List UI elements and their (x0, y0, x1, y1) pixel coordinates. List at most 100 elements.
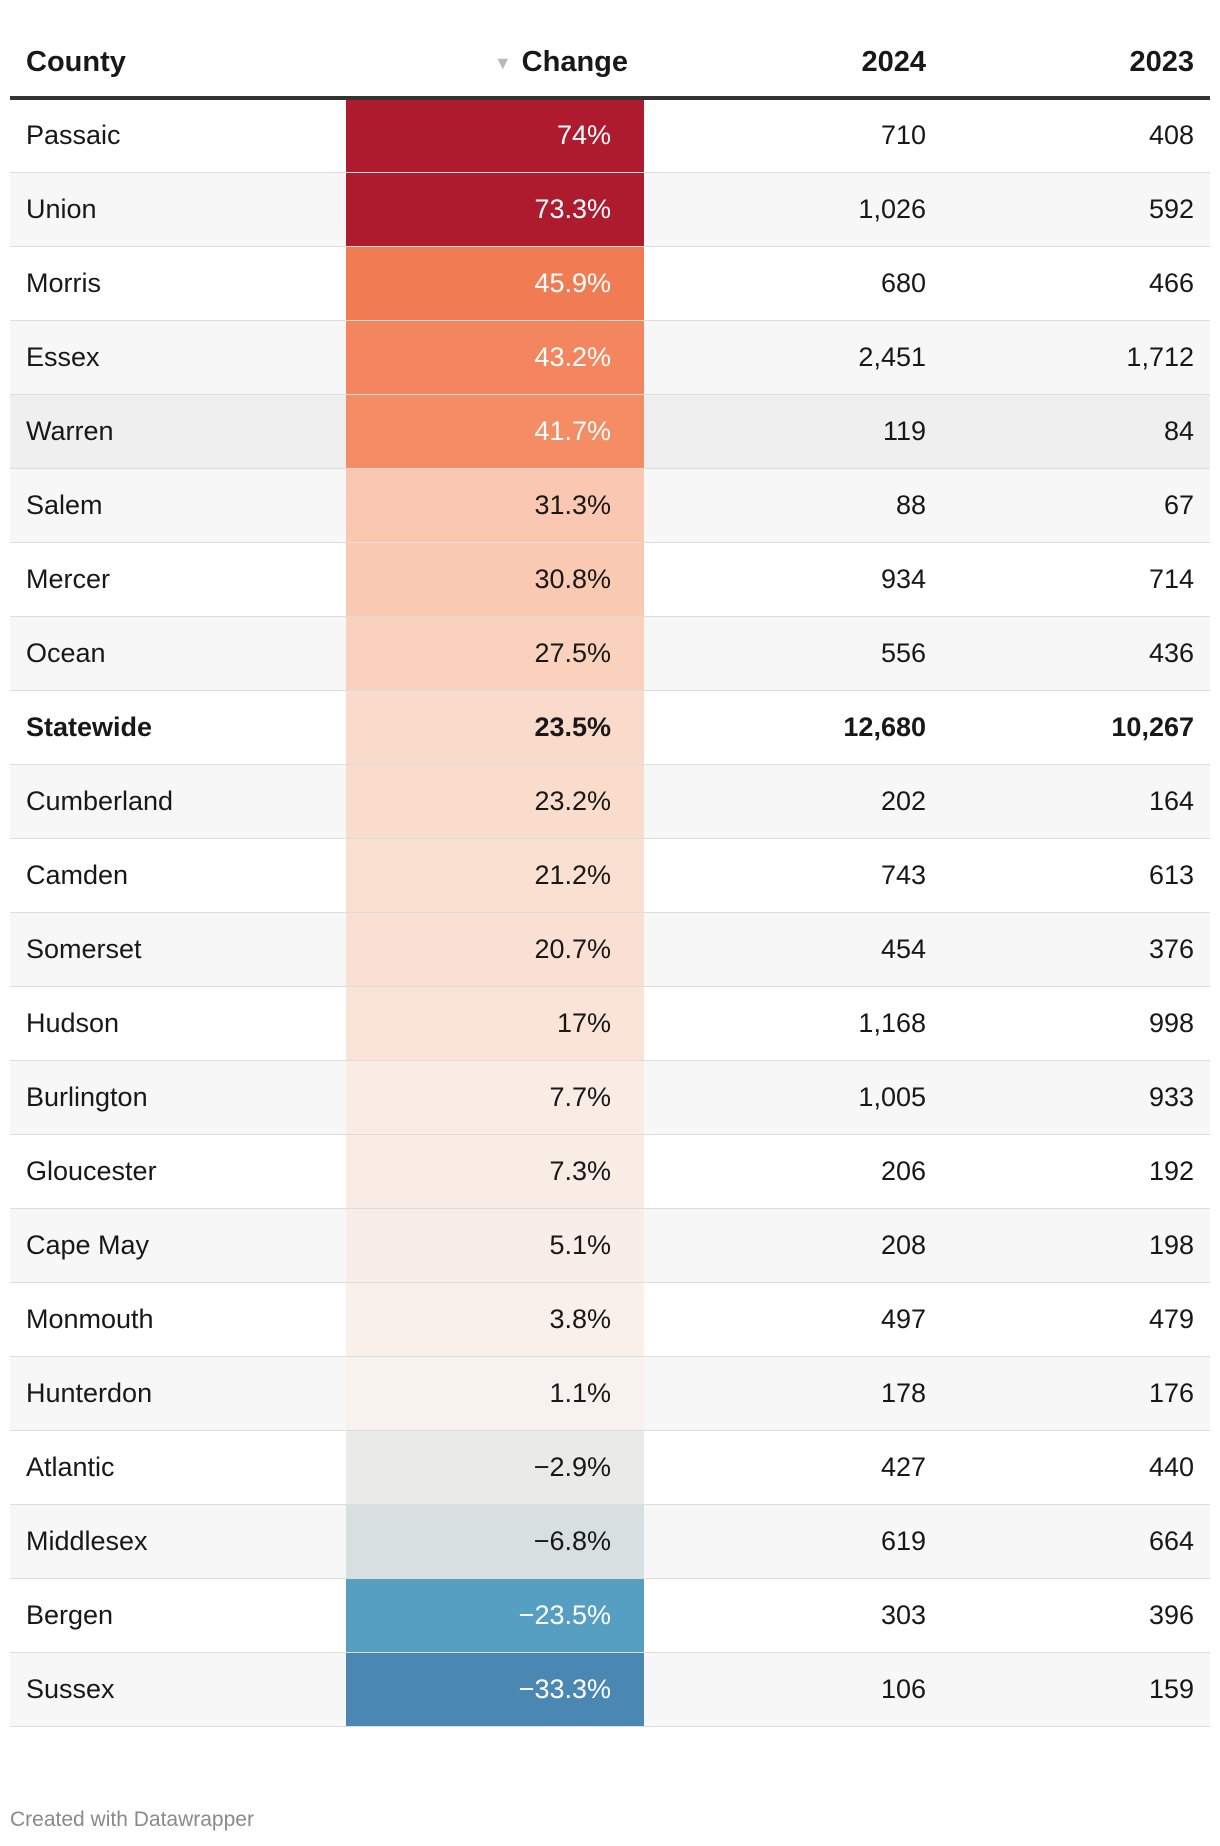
table-body: Passaic 74% 710 408 Union 73.3% 1,026 592 Morris… (10, 98, 1210, 1727)
table-row: Camden 21.2% 743 613 (10, 838, 1210, 913)
column-header-county[interactable]: County (10, 28, 346, 100)
table-row: Middlesex −6.8% 619 664 (10, 1504, 1210, 1579)
change-cell: 30.8% (346, 542, 644, 617)
value-2024-cell: 680 (644, 246, 942, 321)
value-2024-cell: 743 (644, 838, 942, 913)
table-row: Cumberland 23.2% 202 164 (10, 764, 1210, 839)
county-cell: Morris (10, 246, 346, 321)
value-2023-cell: 1,712 (942, 320, 1210, 395)
change-cell: 21.2% (346, 838, 644, 913)
value-2023-cell: 67 (942, 468, 1210, 543)
table-row: Somerset 20.7% 454 376 (10, 912, 1210, 987)
county-cell: Passaic (10, 98, 346, 173)
value-2023-cell: 436 (942, 616, 1210, 691)
column-header-2023[interactable]: 2023 (942, 28, 1210, 100)
table-row: Morris 45.9% 680 466 (10, 246, 1210, 321)
change-cell: 41.7% (346, 394, 644, 469)
value-2023-cell: 396 (942, 1578, 1210, 1653)
table-row: Mercer 30.8% 934 714 (10, 542, 1210, 617)
table-row: Passaic 74% 710 408 (10, 98, 1210, 173)
table-row: Salem 31.3% 88 67 (10, 468, 1210, 543)
value-2023-cell: 479 (942, 1282, 1210, 1357)
column-header-2024[interactable]: 2024 (644, 28, 942, 100)
table-row: Monmouth 3.8% 497 479 (10, 1282, 1210, 1357)
value-2023-cell: 664 (942, 1504, 1210, 1579)
table-row: Warren 41.7% 119 84 (10, 394, 1210, 469)
table-row: Union 73.3% 1,026 592 (10, 172, 1210, 247)
value-2024-cell: 12,680 (644, 690, 942, 765)
value-2023-cell: 440 (942, 1430, 1210, 1505)
county-cell: Union (10, 172, 346, 247)
value-2024-cell: 710 (644, 98, 942, 173)
county-cell: Ocean (10, 616, 346, 691)
change-cell: 20.7% (346, 912, 644, 987)
change-cell: −6.8% (346, 1504, 644, 1579)
change-cell: 17% (346, 986, 644, 1061)
value-2024-cell: 206 (644, 1134, 942, 1209)
value-2023-cell: 613 (942, 838, 1210, 913)
value-2024-cell: 427 (644, 1430, 942, 1505)
value-2023-cell: 84 (942, 394, 1210, 469)
table-row: Bergen −23.5% 303 396 (10, 1578, 1210, 1653)
change-cell: 5.1% (346, 1208, 644, 1283)
value-2023-cell: 714 (942, 542, 1210, 617)
column-header-2023-label: 2023 (1129, 45, 1194, 78)
value-2024-cell: 2,451 (644, 320, 942, 395)
value-2024-cell: 619 (644, 1504, 942, 1579)
value-2023-cell: 164 (942, 764, 1210, 839)
change-cell: −2.9% (346, 1430, 644, 1505)
change-cell: 7.3% (346, 1134, 644, 1209)
change-cell: 1.1% (346, 1356, 644, 1431)
county-cell: Monmouth (10, 1282, 346, 1357)
county-cell: Atlantic (10, 1430, 346, 1505)
county-cell: Warren (10, 394, 346, 469)
table-row: Hudson 17% 1,168 998 (10, 986, 1210, 1061)
value-2024-cell: 1,168 (644, 986, 942, 1061)
change-cell: 27.5% (346, 616, 644, 691)
value-2024-cell: 106 (644, 1652, 942, 1727)
value-2023-cell: 592 (942, 172, 1210, 247)
county-cell: Somerset (10, 912, 346, 987)
county-cell: Gloucester (10, 1134, 346, 1209)
county-cell: Hudson (10, 986, 346, 1061)
county-cell: Salem (10, 468, 346, 543)
value-2024-cell: 497 (644, 1282, 942, 1357)
value-2023-cell: 159 (942, 1652, 1210, 1727)
change-cell: 3.8% (346, 1282, 644, 1357)
table-row: Sussex −33.3% 106 159 (10, 1652, 1210, 1727)
table-row: Gloucester 7.3% 206 192 (10, 1134, 1210, 1209)
change-cell: 31.3% (346, 468, 644, 543)
value-2024-cell: 934 (644, 542, 942, 617)
value-2024-cell: 88 (644, 468, 942, 543)
table-row: Cape May 5.1% 208 198 (10, 1208, 1210, 1283)
county-cell: Mercer (10, 542, 346, 617)
column-header-county-label: County (26, 45, 126, 78)
value-2024-cell: 119 (644, 394, 942, 469)
value-2023-cell: 176 (942, 1356, 1210, 1431)
value-2024-cell: 202 (644, 764, 942, 839)
sort-descending-icon[interactable]: ▼ (493, 52, 512, 73)
county-cell: Bergen (10, 1578, 346, 1653)
table-row: Ocean 27.5% 556 436 (10, 616, 1210, 691)
change-cell: −33.3% (346, 1652, 644, 1727)
change-cell: 73.3% (346, 172, 644, 247)
value-2023-cell: 10,267 (942, 690, 1210, 765)
value-2023-cell: 998 (942, 986, 1210, 1061)
county-cell: Burlington (10, 1060, 346, 1135)
value-2023-cell: 408 (942, 98, 1210, 173)
change-cell: 23.5% (346, 690, 644, 765)
value-2023-cell: 933 (942, 1060, 1210, 1135)
change-cell: 45.9% (346, 246, 644, 321)
county-cell: Camden (10, 838, 346, 913)
county-cell: Middlesex (10, 1504, 346, 1579)
value-2023-cell: 376 (942, 912, 1210, 987)
column-header-2024-label: 2024 (861, 45, 926, 78)
value-2024-cell: 1,026 (644, 172, 942, 247)
column-header-change[interactable]: ▼ Change (346, 28, 644, 100)
table-row: Hunterdon 1.1% 178 176 (10, 1356, 1210, 1431)
value-2024-cell: 178 (644, 1356, 942, 1431)
table-row: Essex 43.2% 2,451 1,712 (10, 320, 1210, 395)
value-2023-cell: 192 (942, 1134, 1210, 1209)
county-change-table: County ▼ Change 2024 2023 Passaic 74% 710 40… (10, 28, 1210, 1727)
column-header-change-label: Change (521, 45, 628, 78)
